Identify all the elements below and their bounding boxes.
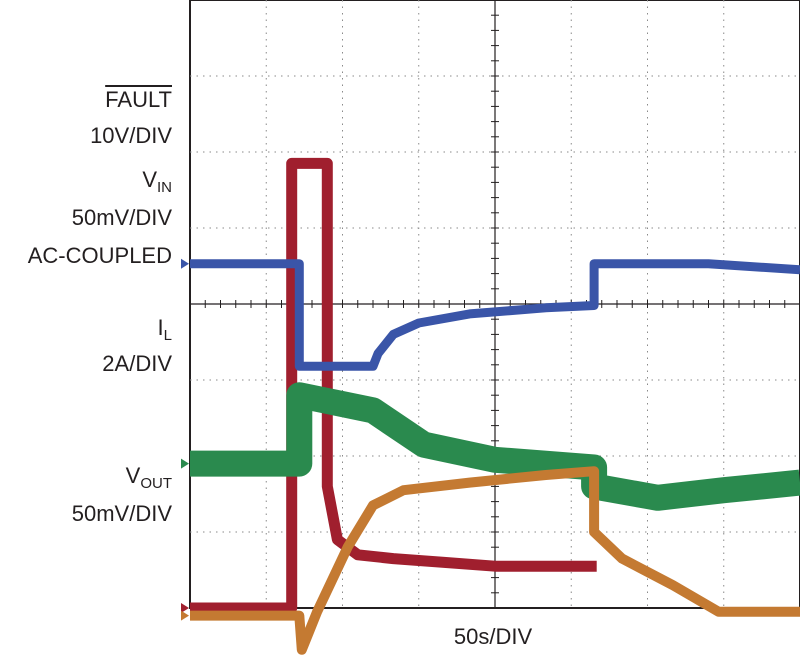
traces xyxy=(190,157,800,655)
il-ground-marker xyxy=(181,458,189,469)
vin-scale: 50mV/DIV xyxy=(71,205,172,230)
vin-trace xyxy=(190,259,800,371)
vout-ground-marker xyxy=(181,610,189,621)
il-label: IL xyxy=(157,315,172,345)
fault-label: FAULT xyxy=(105,87,172,112)
fault-scale: 10V/DIV xyxy=(90,123,172,148)
grid xyxy=(189,0,800,609)
il-scale: 2A/DIV xyxy=(102,351,172,376)
x-axis-label: 50s/DIV xyxy=(453,624,533,649)
vin-ground-marker xyxy=(181,258,189,269)
vout-trace xyxy=(190,466,800,655)
vin-coupling: AC-COUPLED xyxy=(27,243,172,268)
vout-scale: 50mV/DIV xyxy=(71,501,172,526)
il-trace xyxy=(190,382,800,511)
vout-label: VOUT xyxy=(125,463,172,493)
vin-label: VIN xyxy=(142,167,172,197)
fault-ground-marker xyxy=(181,603,189,613)
channel-markers xyxy=(181,258,189,621)
